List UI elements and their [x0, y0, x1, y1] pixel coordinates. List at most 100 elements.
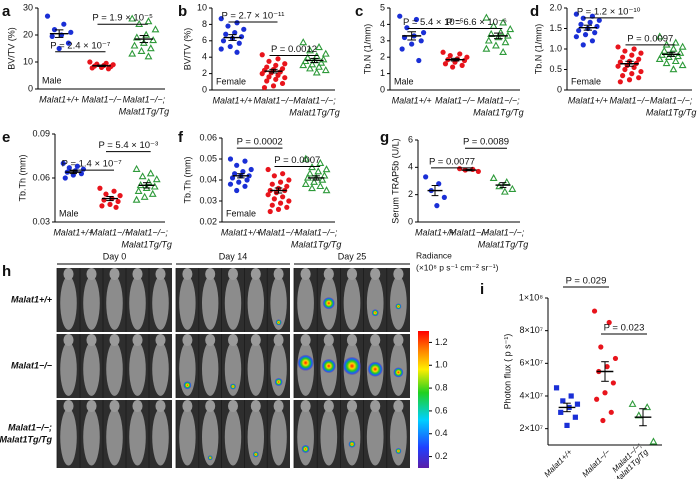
data-point — [587, 19, 593, 25]
colorbar-tick-label: 1.0 — [435, 360, 448, 370]
x-tick-label: Malat1−/−; — [123, 94, 166, 104]
mouse — [247, 276, 265, 330]
column-header: Day 0 — [103, 251, 127, 261]
x-tick-label: Malat1Tg/Tg — [646, 107, 697, 117]
data-point — [669, 44, 678, 52]
data-point — [397, 13, 403, 19]
data-point — [413, 16, 420, 23]
mouse-head — [393, 268, 404, 280]
data-point — [564, 422, 570, 428]
signal-spot — [207, 455, 213, 461]
data-point — [499, 18, 508, 26]
p-value: P = 5.4 × 10⁻³ — [98, 140, 158, 151]
mouse-head — [182, 268, 193, 280]
data-point — [496, 28, 505, 36]
mouse — [129, 342, 146, 396]
y-tick-label: 30 — [23, 2, 33, 12]
y-tick-label: 5 — [380, 2, 385, 12]
y-tick-label: 6×10⁷ — [519, 358, 543, 368]
data-point — [608, 409, 614, 415]
data-point — [553, 385, 560, 391]
x-tick-label: Malat1−/− — [258, 227, 298, 237]
data-point — [592, 29, 598, 36]
p-value: P = 2.7 × 10⁻¹¹ — [222, 10, 285, 21]
data-point — [248, 166, 254, 173]
data-point — [662, 59, 671, 67]
sex-label: Female — [571, 76, 601, 86]
mouse — [247, 342, 265, 396]
y-tick-label: 8 — [202, 19, 207, 29]
y-tick-label: 2 — [380, 52, 385, 62]
y-tick-label: 4 — [408, 162, 413, 172]
mouse-head — [155, 334, 166, 346]
data-point — [628, 399, 637, 407]
data-point — [638, 68, 644, 75]
data-point — [134, 186, 143, 194]
mouse-head — [273, 400, 284, 412]
data-point — [261, 84, 268, 91]
mouse — [60, 276, 77, 330]
data-point — [499, 47, 508, 56]
data-point — [128, 49, 137, 57]
data-point — [111, 188, 117, 194]
x-tick-label: Malat1+/+ — [392, 95, 432, 105]
mouse — [247, 408, 265, 466]
data-point — [107, 201, 113, 207]
mouse-head — [250, 334, 261, 346]
p-value: P = 1.4 × 10⁻⁷ — [62, 159, 123, 170]
mouse — [390, 408, 407, 466]
mouse-head — [132, 268, 143, 280]
mouse-head — [250, 400, 261, 412]
data-point — [132, 195, 141, 203]
data-point — [229, 175, 236, 181]
data-point — [671, 56, 680, 65]
x-tick-label: Malat1Tg/Tg — [121, 239, 172, 249]
data-point — [310, 177, 319, 185]
data-point — [218, 16, 224, 22]
y-tick-label: 0.06 — [199, 132, 217, 142]
data-point — [130, 41, 139, 49]
data-point — [500, 187, 509, 195]
colorbar-title: (×10⁸ p s⁻¹ cm⁻² sr⁻¹) — [416, 262, 499, 272]
data-point — [132, 164, 141, 172]
row-label: Malat1−/−; — [8, 422, 52, 432]
data-point — [678, 42, 687, 50]
signal-spot — [230, 383, 236, 390]
data-point — [321, 65, 330, 74]
x-tick-label-group: Malat1−/−;Malat1Tg/Tg — [610, 441, 650, 479]
y-axis-label: Serum TRAP5b (U/L) — [390, 138, 400, 223]
data-point — [99, 203, 105, 209]
data-point — [622, 48, 628, 54]
mouse — [201, 408, 219, 466]
data-point — [508, 184, 517, 192]
y-tick-label: 20 — [23, 29, 33, 39]
y-tick-label: 1×10⁸ — [519, 292, 543, 302]
data-point — [286, 177, 292, 183]
mouse-head — [370, 334, 381, 346]
y-tick-label: 0.09 — [32, 128, 50, 138]
y-tick-label: 10 — [197, 2, 207, 12]
data-point — [409, 41, 415, 47]
data-point — [442, 61, 449, 67]
mouse — [106, 408, 123, 466]
data-point — [636, 56, 642, 62]
row-label: Malat1Tg/Tg — [0, 434, 52, 444]
x-tick-label: Malat1Tg/Tg — [289, 107, 340, 117]
data-point — [62, 175, 68, 181]
data-point — [321, 49, 330, 57]
data-point — [286, 198, 292, 204]
data-point — [284, 204, 290, 210]
x-tick-label: Malat1−/− — [609, 95, 649, 105]
mouse-head — [132, 334, 143, 346]
data-point — [271, 173, 277, 179]
data-point — [277, 179, 284, 185]
data-point — [574, 401, 581, 407]
panel-label: i — [480, 281, 484, 298]
x-tick-label: Malat1−/−; — [295, 227, 338, 237]
data-point — [308, 60, 317, 68]
mouse — [129, 408, 146, 466]
p-value: P = 2.4 × 10⁻⁷ — [50, 40, 111, 51]
data-point — [482, 44, 491, 52]
data-point — [236, 40, 242, 46]
data-point — [506, 24, 515, 33]
